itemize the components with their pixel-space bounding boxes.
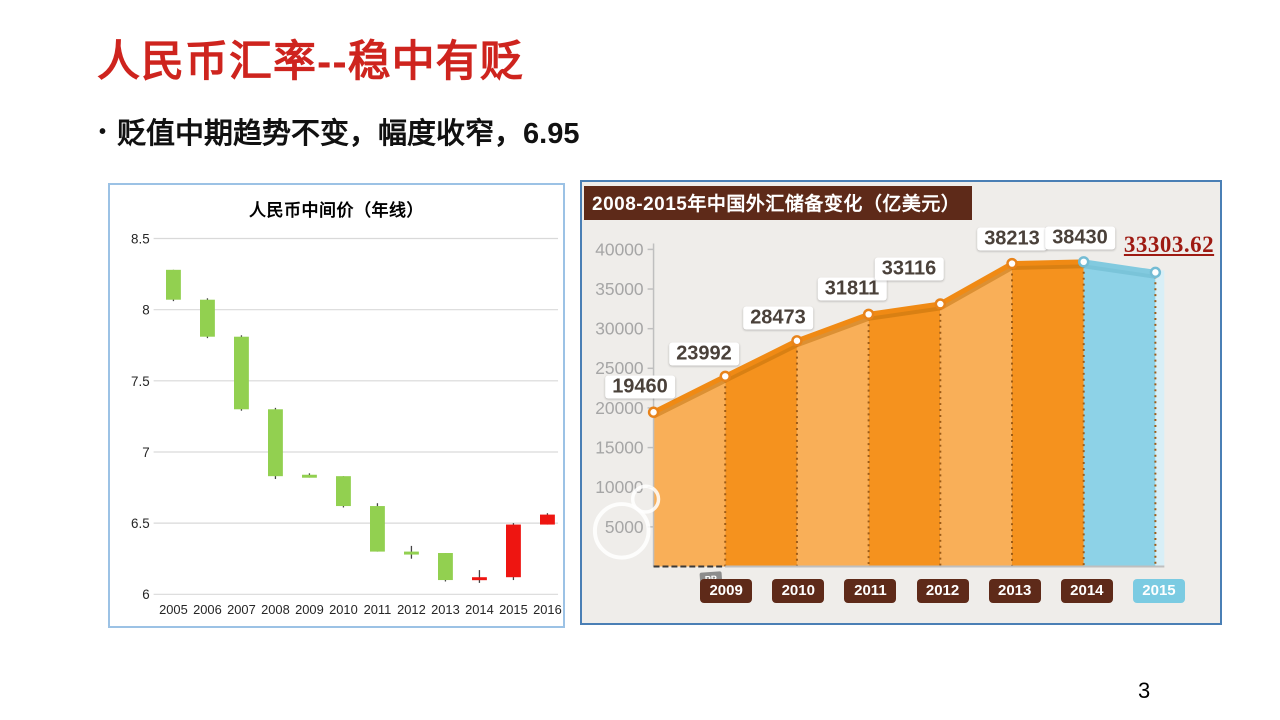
x-axis-tick-label: 2010: [329, 602, 358, 617]
y-axis-tick-label: 30000: [595, 319, 643, 339]
bullet-text: 贬值中期趋势不变，幅度收窄，6.95: [117, 118, 580, 150]
page-number: 3: [1138, 678, 1151, 703]
y-axis-tick-label: 15000: [595, 438, 643, 458]
page-title: 人民币汇率--稳中有贬: [97, 38, 524, 86]
candle-body-2010: [336, 476, 351, 507]
candle-body-2006: [200, 299, 215, 337]
data-point-marker-2008: [647, 406, 660, 418]
y-axis-tick-label: 6.5: [131, 516, 150, 531]
data-label-2015: 33303.62: [1123, 232, 1215, 257]
reserve-line-blue-shadow: [1083, 263, 1156, 279]
bullet-marker-icon: •: [99, 120, 107, 143]
y-axis-tick-label: 10000: [595, 477, 643, 497]
candlestick-chart: 8.5 8 7.5 7 6.5 6 2005 2006 2007 2008 2009 2010 2011…: [131, 231, 562, 617]
area-chart-title: 2008-2015年中国外汇储备变化（亿美元）: [592, 194, 961, 215]
x-axis-tick-label: 2012: [397, 602, 426, 617]
candle-body-2005: [166, 269, 181, 300]
x-axis-year-chip-2009: 2009: [700, 579, 753, 603]
candle-body-2007: [234, 336, 249, 410]
candle-body-2008: [268, 409, 283, 477]
x-axis-tick-label: 2009: [295, 602, 324, 617]
data-label-2013: 38213: [977, 227, 1047, 251]
x-axis-tick-label: 2015: [499, 602, 528, 617]
data-label-2010: 28473: [743, 306, 813, 330]
x-axis-tick-label: 2006: [193, 602, 222, 617]
data-point-marker-2009: [719, 370, 731, 382]
x-axis-tick-label: 2005: [159, 602, 188, 617]
area-band-2014: [1083, 261, 1156, 567]
x-axis-year-chip-2015: 2015: [1132, 579, 1185, 603]
candle-body-2016: [540, 514, 555, 525]
y-axis-tick-label: 35000: [595, 279, 643, 299]
x-axis-year-chip-2011: 2011: [844, 579, 897, 603]
blue-edge-strip: [1155, 270, 1165, 567]
candlestick-chart-title: 人民币中间价（年线）: [249, 201, 424, 220]
x-axis-year-chip-2010: 2010: [772, 579, 825, 603]
area-band-2008: [653, 376, 726, 567]
y-axis-tick-label: 20000: [595, 398, 643, 418]
y-axis-tick-label: 8.5: [131, 231, 150, 246]
y-axis-tick-label: 8: [142, 303, 149, 318]
x-axis-year-chip-2013: 2013: [988, 579, 1041, 603]
area-band-2013: [1012, 261, 1084, 567]
data-point-marker-2010: [791, 335, 803, 347]
y-axis-tick-label: 7.5: [131, 374, 150, 389]
candlestick-chart-panel: 8.5 8 7.5 7 6.5 6 2005 2006 2007 2008 2009 2010 2011…: [108, 183, 565, 628]
data-label-2011: 31811: [817, 277, 887, 301]
x-axis-tick-label: 2013: [431, 602, 460, 617]
candle-body-2009: [302, 474, 317, 478]
y-axis-tick-label: 40000: [595, 239, 643, 259]
watermark-swirl: [592, 502, 651, 560]
x-axis-tick-label: 2008: [261, 602, 290, 617]
bullet-item: • 贬值中期趋势不变，幅度收窄，6.95: [99, 110, 579, 152]
area-chart: 40000 35000 30000 25000 20000 15000 10000 5000: [592, 239, 1165, 568]
x-axis-year-chip-2014: 2014: [1060, 579, 1113, 603]
x-axis-tick-label: 2007: [227, 602, 256, 617]
area-chart-panel: 40000 35000 30000 25000 20000 15000 10000 5000 …: [580, 180, 1222, 625]
y-axis-tick-label: 5000: [605, 517, 644, 537]
area-band-2010: [796, 314, 869, 567]
data-label-2014: 38430: [1045, 226, 1115, 250]
area-band-2009: [725, 340, 797, 567]
area-band-2011: [868, 303, 941, 567]
area-band-2012: [940, 263, 1013, 567]
data-point-marker-2015: [1149, 266, 1162, 279]
data-label-2012: 33116: [874, 257, 944, 281]
data-point-marker-2012: [934, 298, 947, 310]
candle-body-2013: [438, 553, 453, 581]
data-label-2008: 19460: [605, 375, 675, 399]
x-axis-tick-label: 2011: [364, 602, 392, 617]
y-axis-tick-label: 7: [142, 445, 149, 460]
data-label-2009: 23992: [669, 342, 739, 366]
x-axis-tick-label: 2016: [533, 602, 562, 617]
data-point-marker-2014: [1077, 256, 1090, 268]
data-point-marker-2013: [1006, 257, 1018, 270]
y-axis-tick-label: 6: [142, 587, 149, 602]
data-point-marker-2011: [862, 308, 875, 321]
area-chart-title-box: 2008-2015年中国外汇储备变化（亿美元）: [584, 186, 973, 220]
x-axis-tick-label: 2014: [465, 602, 494, 617]
candle-body-2012: [404, 551, 419, 555]
candle-body-2014: [472, 577, 487, 581]
candle-body-2011: [370, 506, 385, 552]
candle-body-2015: [506, 524, 521, 578]
x-axis-year-chip-2012: 2012: [916, 579, 969, 603]
y-axis-tick-label: 25000: [595, 358, 643, 378]
reserve-line-blue: [1081, 259, 1158, 275]
watermark-swirl: [630, 484, 661, 514]
